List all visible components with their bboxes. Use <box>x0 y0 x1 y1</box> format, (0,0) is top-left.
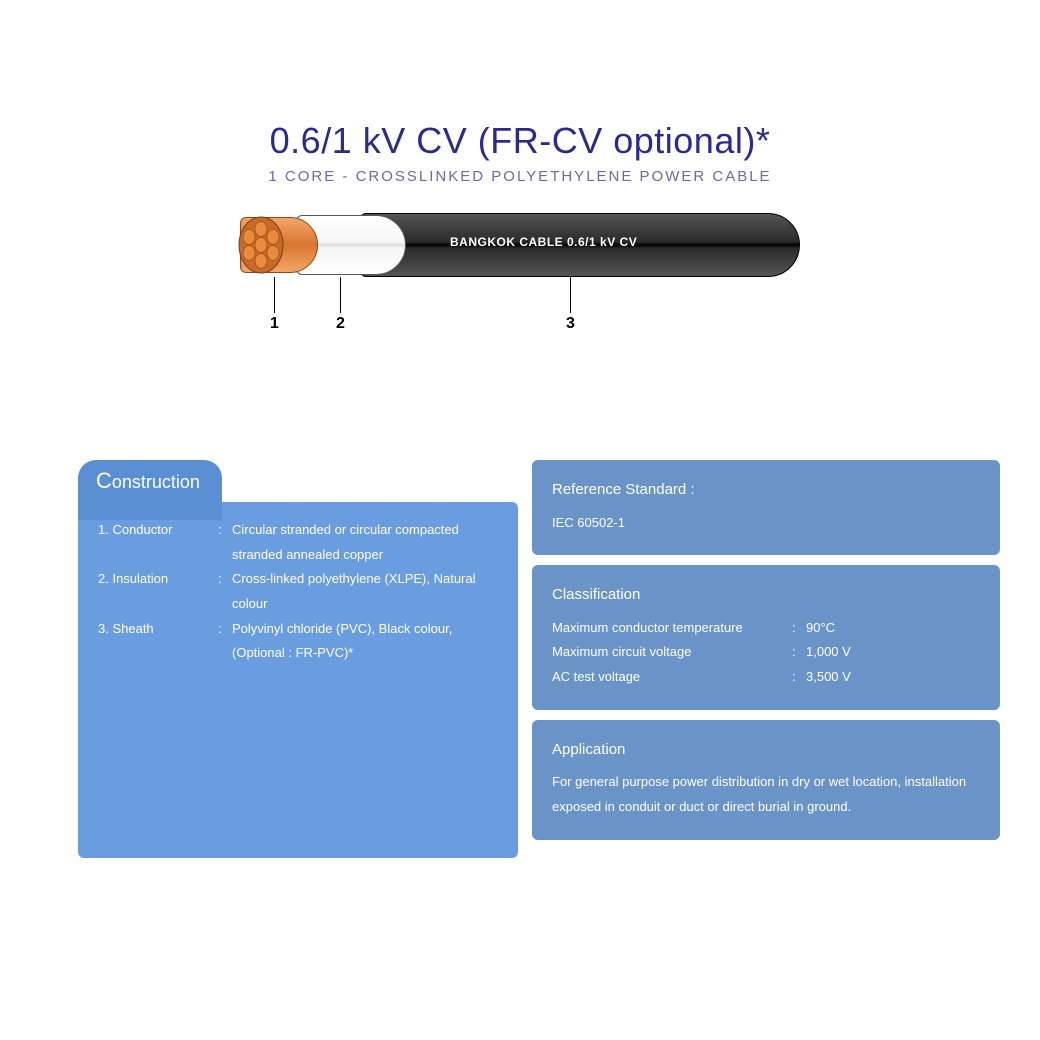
classification-value: 1,000 V <box>806 640 851 665</box>
colon: : <box>218 518 232 567</box>
classification-value: 3,500 V <box>806 665 851 690</box>
construction-label: 2. Insulation <box>98 567 218 616</box>
construction-value: Polyvinyl chloride (PVC), Black colour, … <box>232 617 498 666</box>
classification-row: Maximum conductor temperature:90°C <box>552 616 980 641</box>
application-text: For general purpose power distribution i… <box>552 770 980 819</box>
reference-heading: Reference Standard : <box>552 476 980 505</box>
cable-diagram: BANGKOK CABLE 0.6/1 kV CV 1 2 3 <box>240 213 800 283</box>
page-subtitle: 1 CORE - CROSSLINKED POLYETHYLENE POWER … <box>0 168 1040 185</box>
construction-card: 1. Conductor:Circular stranded or circul… <box>78 502 518 858</box>
classification-row: Maximum circuit voltage:1,000 V <box>552 640 980 665</box>
callout-1: 1 <box>270 315 279 333</box>
classification-value: 90°C <box>806 616 835 641</box>
construction-tab: Construction <box>78 460 222 520</box>
application-card: Application For general purpose power di… <box>532 720 1000 840</box>
cable-sheath-label: BANGKOK CABLE 0.6/1 kV CV <box>450 235 637 249</box>
colon: : <box>792 640 806 665</box>
colon: : <box>218 617 232 666</box>
construction-value: Circular stranded or circular compacted … <box>232 518 498 567</box>
colon: : <box>792 616 806 641</box>
reference-standard-card: Reference Standard : IEC 60502-1 <box>532 460 1000 555</box>
cable-conductor-face <box>238 216 284 274</box>
colon: : <box>792 665 806 690</box>
application-heading: Application <box>552 736 980 765</box>
callout-3: 3 <box>566 315 575 333</box>
colon: : <box>218 567 232 616</box>
classification-label: AC test voltage <box>552 665 792 690</box>
classification-row: AC test voltage:3,500 V <box>552 665 980 690</box>
construction-row: 2. Insulation:Cross-linked polyethylene … <box>98 567 498 616</box>
leader-line-2 <box>340 277 341 313</box>
construction-row: 3. Sheath:Polyvinyl chloride (PVC), Blac… <box>98 617 498 666</box>
classification-label: Maximum conductor temperature <box>552 616 792 641</box>
reference-value: IEC 60502-1 <box>552 511 980 536</box>
leader-line-1 <box>274 277 275 313</box>
callout-2: 2 <box>336 315 345 333</box>
construction-label: 1. Conductor <box>98 518 218 567</box>
construction-label: 3. Sheath <box>98 617 218 666</box>
construction-value: Cross-linked polyethylene (XLPE), Natura… <box>232 567 498 616</box>
page-title: 0.6/1 kV CV (FR-CV optional)* <box>0 120 1040 162</box>
leader-line-3 <box>570 277 571 313</box>
classification-label: Maximum circuit voltage <box>552 640 792 665</box>
construction-row: 1. Conductor:Circular stranded or circul… <box>98 518 498 567</box>
classification-card: Classification Maximum conductor tempera… <box>532 565 1000 710</box>
classification-heading: Classification <box>552 581 980 610</box>
